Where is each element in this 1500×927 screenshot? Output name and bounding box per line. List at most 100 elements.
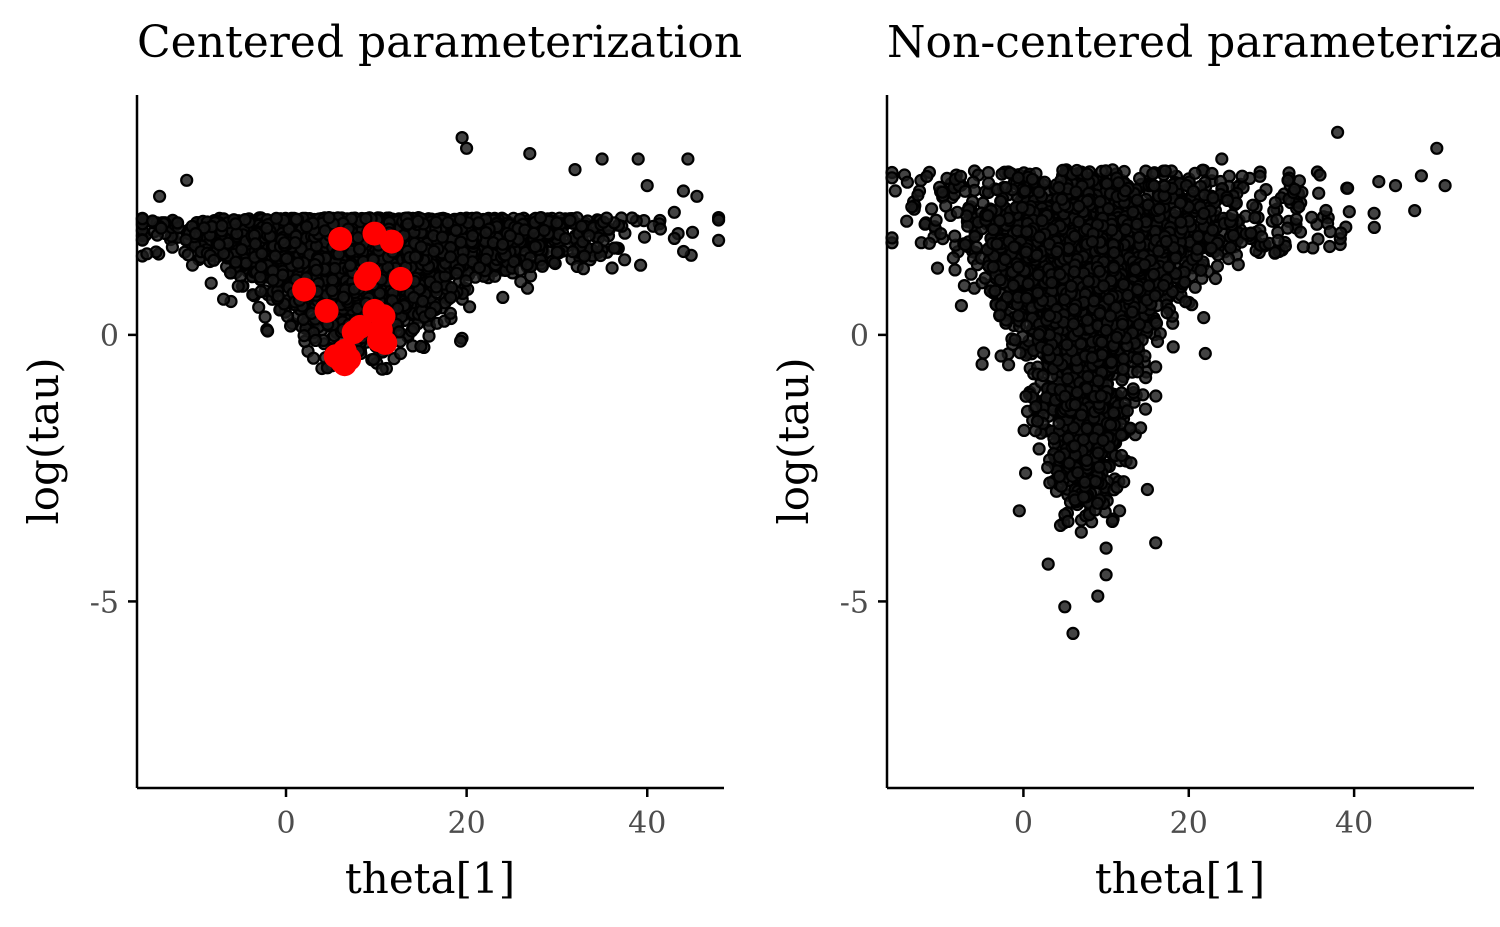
posterior-draw-point bbox=[223, 266, 238, 280]
posterior-draw-point bbox=[185, 258, 200, 272]
x-tick-label: 40 bbox=[628, 806, 666, 841]
posterior-draw-point bbox=[277, 236, 291, 250]
posterior-draw-point bbox=[653, 222, 668, 236]
posterior-draw-point bbox=[306, 351, 321, 365]
posterior-draw-point bbox=[566, 245, 580, 259]
posterior-draw-point bbox=[605, 261, 619, 275]
posterior-draw-point bbox=[435, 230, 449, 244]
posterior-draw-point bbox=[248, 237, 262, 251]
scatter-points bbox=[135, 131, 726, 377]
posterior-draw-point bbox=[180, 173, 194, 187]
posterior-draw-point bbox=[528, 240, 543, 254]
posterior-draw-point bbox=[454, 334, 468, 348]
posterior-draw-point bbox=[550, 216, 564, 230]
posterior-draw-point bbox=[266, 273, 280, 287]
posterior-draw-point bbox=[472, 261, 486, 275]
posterior-draw-point bbox=[685, 225, 700, 239]
posterior-draw-point bbox=[576, 262, 591, 276]
posterior-draw-point bbox=[454, 235, 468, 249]
posterior-draw-point bbox=[429, 215, 443, 229]
posterior-draw-point bbox=[212, 238, 226, 252]
posterior-draw-point bbox=[711, 213, 726, 227]
posterior-draw-point bbox=[690, 189, 704, 203]
posterior-draw-point bbox=[574, 219, 589, 233]
posterior-draw-point bbox=[711, 233, 726, 247]
divergent-transition-point bbox=[388, 266, 413, 291]
y-tick-label: -5 bbox=[90, 585, 119, 620]
posterior-draw-point bbox=[568, 163, 582, 177]
divergent-transition-point bbox=[368, 317, 393, 342]
posterior-draw-point bbox=[336, 290, 351, 304]
posterior-draw-point bbox=[154, 221, 168, 235]
posterior-draw-point bbox=[414, 339, 428, 353]
y-axis-label: log(tau) bbox=[19, 357, 68, 524]
posterior-draw-point bbox=[527, 226, 541, 240]
posterior-draw-point bbox=[309, 263, 323, 277]
posterior-draw-point bbox=[681, 152, 695, 166]
posterior-draw-point bbox=[252, 300, 266, 314]
x-tick-label: 20 bbox=[448, 806, 486, 841]
posterior-draw-point bbox=[676, 244, 691, 259]
x-tick-label: 0 bbox=[276, 806, 295, 841]
posterior-draw-point bbox=[453, 212, 467, 226]
posterior-draw-point bbox=[496, 237, 510, 251]
posterior-draw-point bbox=[153, 189, 167, 203]
divergent-transition-point bbox=[292, 277, 317, 302]
posterior-draw-point bbox=[625, 211, 639, 225]
posterior-draw-point bbox=[607, 241, 621, 255]
posterior-draw-point bbox=[229, 217, 243, 231]
posterior-draw-point bbox=[359, 212, 373, 226]
posterior-draw-point bbox=[523, 147, 537, 161]
posterior-draw-point bbox=[351, 231, 365, 245]
posterior-draw-point bbox=[300, 220, 314, 234]
divergent-transition-point bbox=[353, 266, 378, 291]
posterior-draw-point bbox=[599, 211, 614, 225]
posterior-draw-point bbox=[260, 221, 274, 235]
posterior-draw-point bbox=[496, 290, 510, 304]
posterior-draw-point bbox=[456, 253, 470, 267]
posterior-draw-point bbox=[322, 211, 336, 225]
divergent-transition-point bbox=[379, 229, 404, 254]
posterior-draw-point bbox=[297, 329, 311, 343]
posterior-draw-point bbox=[1197, 311, 1211, 325]
posterior-draw-point bbox=[479, 226, 493, 240]
posterior-draw-point bbox=[463, 300, 477, 314]
posterior-draw-point bbox=[676, 184, 691, 198]
posterior-draw-point bbox=[427, 244, 441, 258]
posterior-draw-point bbox=[563, 213, 577, 228]
posterior-draw-point bbox=[640, 179, 654, 193]
posterior-draw-point bbox=[269, 211, 283, 225]
posterior-draw-point bbox=[1018, 466, 1033, 480]
posterior-draw-point bbox=[268, 249, 282, 263]
posterior-draw-point bbox=[367, 352, 381, 366]
posterior-draw-point bbox=[291, 256, 305, 270]
posterior-draw-point bbox=[466, 229, 480, 243]
posterior-draw-point bbox=[637, 230, 652, 244]
posterior-draw-point bbox=[631, 152, 645, 166]
posterior-draw-point bbox=[280, 252, 294, 266]
posterior-draw-point bbox=[140, 247, 154, 261]
posterior-draw-point bbox=[171, 216, 185, 230]
posterior-draw-point bbox=[429, 280, 443, 294]
posterior-draw-point bbox=[271, 289, 285, 303]
posterior-draw-point bbox=[352, 242, 367, 256]
posterior-draw-point bbox=[520, 258, 534, 272]
posterior-draw-point bbox=[284, 319, 298, 333]
divergent-transition-point bbox=[332, 352, 357, 377]
panel-centered: Centered parameterization 0 20 40-50 theta… bbox=[19, 17, 742, 903]
posterior-draw-point bbox=[424, 306, 438, 320]
posterior-draw-point bbox=[888, 184, 902, 198]
posterior-draw-point bbox=[189, 227, 203, 241]
posterior-draw-point bbox=[325, 284, 339, 298]
posterior-draw-point bbox=[288, 236, 302, 250]
posterior-draw-point bbox=[254, 284, 268, 299]
y-tick-label: 0 bbox=[100, 319, 119, 354]
panel-title: Non-centered parameterization bbox=[887, 17, 1500, 68]
posterior-draw-point bbox=[135, 233, 149, 247]
posterior-draw-point bbox=[455, 131, 469, 145]
posterior-draw-point bbox=[204, 276, 218, 290]
posterior-draw-point bbox=[443, 306, 457, 320]
posterior-draw-point bbox=[590, 240, 604, 254]
